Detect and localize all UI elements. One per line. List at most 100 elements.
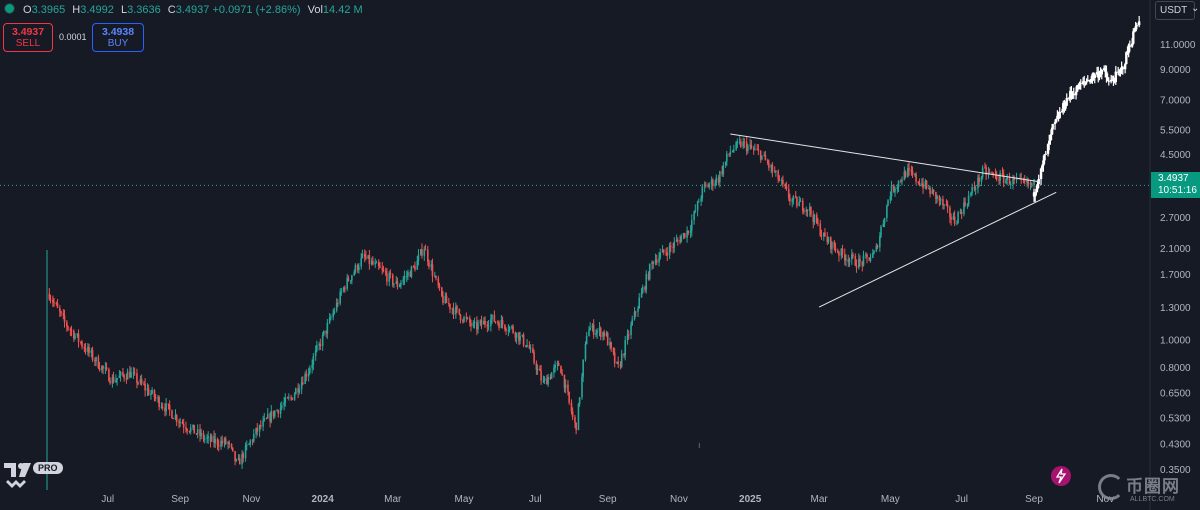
candle-body <box>901 180 903 182</box>
candle-body <box>904 171 907 177</box>
candle-body <box>915 174 917 182</box>
candle-body <box>365 256 367 259</box>
candle-body <box>77 333 80 342</box>
candle-body <box>939 199 942 201</box>
projection-body <box>1043 154 1046 161</box>
candle-body <box>374 262 377 265</box>
candle-body <box>928 187 930 189</box>
candle-body <box>693 211 695 221</box>
projection-body <box>1069 90 1072 98</box>
tradingview-logo-icon[interactable] <box>4 462 32 488</box>
candle-body <box>1023 180 1026 183</box>
candle-body <box>266 413 269 419</box>
candle-body <box>1029 182 1032 185</box>
candle-body <box>815 214 818 223</box>
projection-body <box>1114 71 1117 82</box>
candle-body <box>841 248 844 255</box>
candle-body <box>623 353 625 356</box>
sell-button[interactable]: 3.4937 SELL <box>3 23 53 52</box>
candle-body <box>375 262 378 264</box>
candle-body <box>52 300 54 303</box>
candle-body <box>512 326 514 333</box>
candle-body <box>309 368 311 373</box>
candle-body <box>868 257 871 261</box>
candle-body <box>326 322 329 334</box>
candle-body <box>605 332 608 337</box>
candle-body <box>403 276 406 280</box>
candle-body <box>896 186 899 190</box>
candle-body <box>715 177 718 184</box>
candle-body <box>98 368 101 371</box>
x-tick-label: Nov <box>1096 494 1114 505</box>
candle-body <box>977 177 979 189</box>
candle-body <box>687 230 690 233</box>
candle-body <box>525 345 527 347</box>
candle-body <box>295 388 297 395</box>
x-tick-label: May <box>881 494 900 505</box>
chart-marker: ı <box>698 440 701 450</box>
candle-body <box>945 204 948 206</box>
chevron-down-icon[interactable]: ⌄ <box>1191 3 1200 14</box>
candle-body <box>476 322 478 330</box>
candle-body <box>526 345 528 347</box>
candle-body <box>582 359 584 377</box>
candle-body <box>766 160 769 164</box>
candle-body <box>827 237 830 243</box>
candle-body <box>736 142 739 144</box>
y-tick-label: 0.3500 <box>1160 465 1191 476</box>
candle-body <box>206 437 208 439</box>
buy-button[interactable]: 3.4938 BUY <box>92 23 144 52</box>
candle-body <box>151 390 153 394</box>
projection-body <box>1055 118 1058 123</box>
y-tick-label: 0.6500 <box>1160 388 1191 399</box>
candle-body <box>333 310 336 314</box>
candle-body <box>286 397 289 399</box>
candle-body <box>358 266 360 271</box>
candle-body <box>490 319 492 326</box>
candle-body <box>852 254 854 257</box>
candle-body <box>395 281 398 284</box>
candle-body <box>735 142 737 150</box>
candle-body <box>363 253 366 257</box>
candle-body <box>879 236 881 248</box>
candle-body <box>125 378 128 380</box>
candle-body <box>876 245 879 248</box>
candle-body <box>497 321 499 324</box>
candle-body <box>287 397 290 399</box>
candle-body <box>213 435 215 444</box>
candle-body <box>894 189 896 192</box>
candle-body <box>48 293 51 300</box>
candle-body <box>1001 173 1004 175</box>
candle-body <box>1005 179 1007 184</box>
candle-body <box>136 373 138 383</box>
candle-body <box>379 266 381 268</box>
candle-body <box>244 445 247 459</box>
candle-body <box>122 372 124 376</box>
projection-body <box>1104 68 1107 72</box>
candle-body <box>799 200 802 202</box>
candle-body <box>764 154 767 161</box>
candle-body <box>666 252 669 256</box>
candle-body <box>960 211 963 215</box>
projection-body <box>1053 122 1057 124</box>
candle-body <box>547 376 549 385</box>
candle-body <box>484 320 486 325</box>
candle-body <box>882 223 885 227</box>
candle-body <box>855 265 858 268</box>
lightning-icon[interactable] <box>1051 466 1071 486</box>
candle-body <box>805 209 808 212</box>
currency-unit-selector[interactable]: USDT <box>1155 1 1195 20</box>
candle-body <box>942 199 944 206</box>
candle-body <box>188 430 191 432</box>
candle-body <box>994 173 997 175</box>
candle-body <box>165 403 167 412</box>
candle-body <box>903 171 906 181</box>
candle-body <box>778 179 781 181</box>
projection-body <box>1132 31 1135 44</box>
projection-body <box>1046 144 1050 154</box>
candle-body <box>673 241 676 248</box>
candle-body <box>518 332 520 341</box>
candle-body <box>950 217 952 220</box>
